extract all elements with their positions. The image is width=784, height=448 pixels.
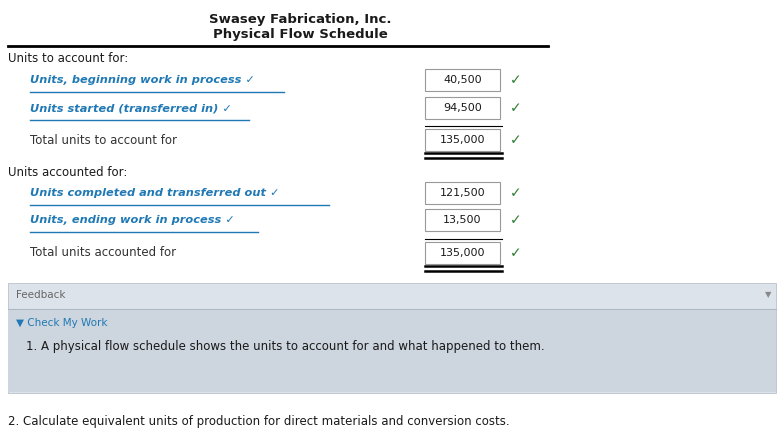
- Text: 40,500: 40,500: [443, 75, 482, 85]
- Text: Units, ending work in process ✓: Units, ending work in process ✓: [30, 215, 234, 225]
- Text: 2. Calculate equivalent units of production for direct materials and conversion : 2. Calculate equivalent units of product…: [8, 415, 510, 428]
- Text: ✓: ✓: [510, 133, 521, 147]
- Text: 135,000: 135,000: [440, 248, 485, 258]
- Text: 94,500: 94,500: [443, 103, 482, 113]
- Text: Total units to account for: Total units to account for: [30, 134, 177, 146]
- Text: 135,000: 135,000: [440, 135, 485, 145]
- Text: Units completed and transferred out ✓: Units completed and transferred out ✓: [30, 188, 280, 198]
- Text: Units to account for:: Units to account for:: [8, 52, 129, 65]
- Text: Units started (transferred in) ✓: Units started (transferred in) ✓: [30, 103, 232, 113]
- Text: 121,500: 121,500: [440, 188, 485, 198]
- Text: Units accounted for:: Units accounted for:: [8, 166, 127, 179]
- Text: Total units accounted for: Total units accounted for: [30, 246, 176, 259]
- Text: ✓: ✓: [510, 186, 521, 200]
- Text: Units, beginning work in process ✓: Units, beginning work in process ✓: [30, 75, 255, 85]
- Bar: [8, 283, 776, 393]
- Text: Swasey Fabrication, Inc.: Swasey Fabrication, Inc.: [209, 13, 391, 26]
- Bar: [425, 69, 500, 91]
- Text: 13,500: 13,500: [443, 215, 481, 225]
- Text: ✓: ✓: [510, 101, 521, 115]
- Bar: [8, 310, 776, 392]
- Text: Physical Flow Schedule: Physical Flow Schedule: [212, 28, 387, 41]
- Bar: [425, 242, 500, 264]
- Text: Feedback: Feedback: [16, 290, 66, 300]
- Text: ✓: ✓: [510, 246, 521, 260]
- Text: ▼ Check My Work: ▼ Check My Work: [16, 318, 107, 328]
- Text: 1. A physical flow schedule shows the units to account for and what happened to : 1. A physical flow schedule shows the un…: [26, 340, 545, 353]
- Text: ▼: ▼: [764, 290, 771, 299]
- Bar: [425, 209, 500, 231]
- Bar: [425, 97, 500, 119]
- Bar: [425, 129, 500, 151]
- Bar: [425, 182, 500, 204]
- Text: ✓: ✓: [510, 213, 521, 227]
- Text: ✓: ✓: [510, 73, 521, 87]
